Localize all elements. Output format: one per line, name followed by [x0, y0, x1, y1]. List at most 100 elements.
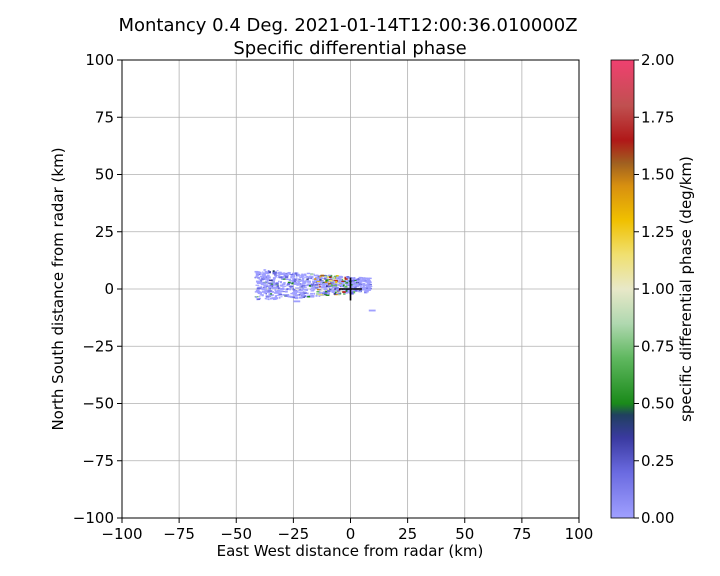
echo-cell: [255, 272, 259, 275]
echo-cell: [294, 278, 297, 281]
echo-cell: [324, 290, 328, 293]
echo-cell: [255, 284, 260, 286]
echo-cell: [324, 274, 327, 276]
echo-cell: [266, 290, 270, 292]
echo-cell: [265, 289, 268, 292]
echo-cell: [278, 280, 280, 283]
echo-cell: [301, 289, 304, 291]
echo-cell: [320, 293, 323, 296]
echo-cell: [269, 279, 273, 282]
echo-cell: [269, 290, 272, 292]
echo-cell: [358, 284, 362, 287]
echo-cell: [261, 271, 264, 273]
echo-cell: [289, 285, 294, 288]
echo-cell: [349, 285, 354, 289]
echo-cell: [345, 290, 348, 292]
echo-cell: [293, 292, 298, 295]
echo-cell: [318, 285, 322, 287]
echo-cell: [277, 275, 280, 278]
echo-cell: [357, 278, 360, 280]
echo-cell: [356, 284, 359, 288]
echo-cell: [282, 277, 285, 279]
echo-cell: [322, 283, 325, 285]
echo-cell: [285, 274, 289, 276]
echo-cell: [324, 287, 327, 289]
echo-cell: [328, 282, 332, 285]
echo-cell: [368, 277, 372, 280]
x-tick-label: −75: [163, 525, 195, 543]
echo-cell: [348, 282, 351, 284]
echo-cell: [328, 275, 332, 278]
echo-cell: [320, 274, 325, 277]
echo-cell: [365, 277, 369, 280]
echo-cell: [310, 273, 314, 276]
echo-cell: [293, 296, 295, 299]
echo-cell: [313, 287, 318, 289]
echo-cell: [345, 282, 349, 284]
echo-cell: [265, 295, 270, 297]
echo-cell: [292, 293, 297, 295]
colorbar: [610, 59, 635, 519]
echo-cell: [361, 288, 366, 291]
echo-cell: [323, 290, 326, 292]
echo-cell: [298, 291, 302, 293]
y-tick-label: −25: [82, 337, 114, 355]
echo-cell: [258, 295, 261, 297]
echo-cell: [259, 297, 261, 300]
echo-cell: [308, 275, 312, 278]
echo-cell: [274, 291, 278, 294]
echo-cell: [298, 283, 301, 286]
echo-cell: [308, 276, 311, 279]
x-tick-label: −25: [278, 525, 310, 543]
echo-cell: [263, 286, 267, 288]
echo-cell: [340, 278, 344, 281]
echo-cell: [317, 275, 321, 278]
echo-cell: [320, 284, 325, 286]
echo-cell: [261, 278, 265, 280]
echo-cell: [304, 291, 307, 294]
echo-cell: [287, 281, 292, 284]
echo-cell: [367, 286, 372, 288]
echo-cell: [277, 292, 281, 295]
echo-cell: [313, 273, 316, 275]
echo-cell: [304, 284, 309, 287]
echo-cell: [272, 298, 276, 301]
echo-cell: [265, 292, 267, 295]
echo-cell: [267, 274, 270, 277]
echo-cell: [342, 289, 346, 291]
echo-cell: [322, 284, 326, 287]
echo-cell: [301, 287, 305, 290]
echo-cell: [316, 274, 319, 277]
echo-cell: [294, 280, 298, 282]
echo-cell: [318, 295, 321, 297]
echo-cell: [364, 280, 369, 282]
echo-cell: [327, 274, 331, 277]
echo-cell: [254, 270, 258, 273]
echo-cell: [347, 279, 349, 282]
echo-cell: [258, 277, 260, 280]
echo-cell: [275, 282, 279, 285]
echo-cell: [281, 283, 286, 286]
echo-cell: [332, 289, 337, 291]
echo-cell: [304, 274, 307, 277]
chart-title: Montancy 0.4 Deg. 2021-01-14T12:00:36.01…: [118, 15, 577, 36]
echo-cell: [311, 286, 315, 288]
echo-cell: [282, 287, 285, 289]
echo-cell: [258, 271, 262, 274]
echo-cell: [347, 289, 352, 293]
echo-cell: [256, 287, 261, 290]
echo-cell: [288, 272, 291, 275]
echo-cell: [368, 288, 370, 290]
x-tick-label: 25: [398, 525, 417, 543]
echo-cell: [366, 280, 370, 282]
echo-cell: [297, 274, 300, 277]
x-tick-label: −50: [220, 525, 252, 543]
echo-cell: [302, 281, 307, 284]
echo-cell: [331, 290, 336, 292]
y-tick-label: 75: [95, 108, 114, 126]
echo-cell: [334, 288, 336, 290]
echo-cell: [351, 281, 355, 285]
echo-cell: [279, 276, 283, 279]
echo-cell: [340, 281, 343, 284]
echo-cell: [367, 283, 371, 285]
